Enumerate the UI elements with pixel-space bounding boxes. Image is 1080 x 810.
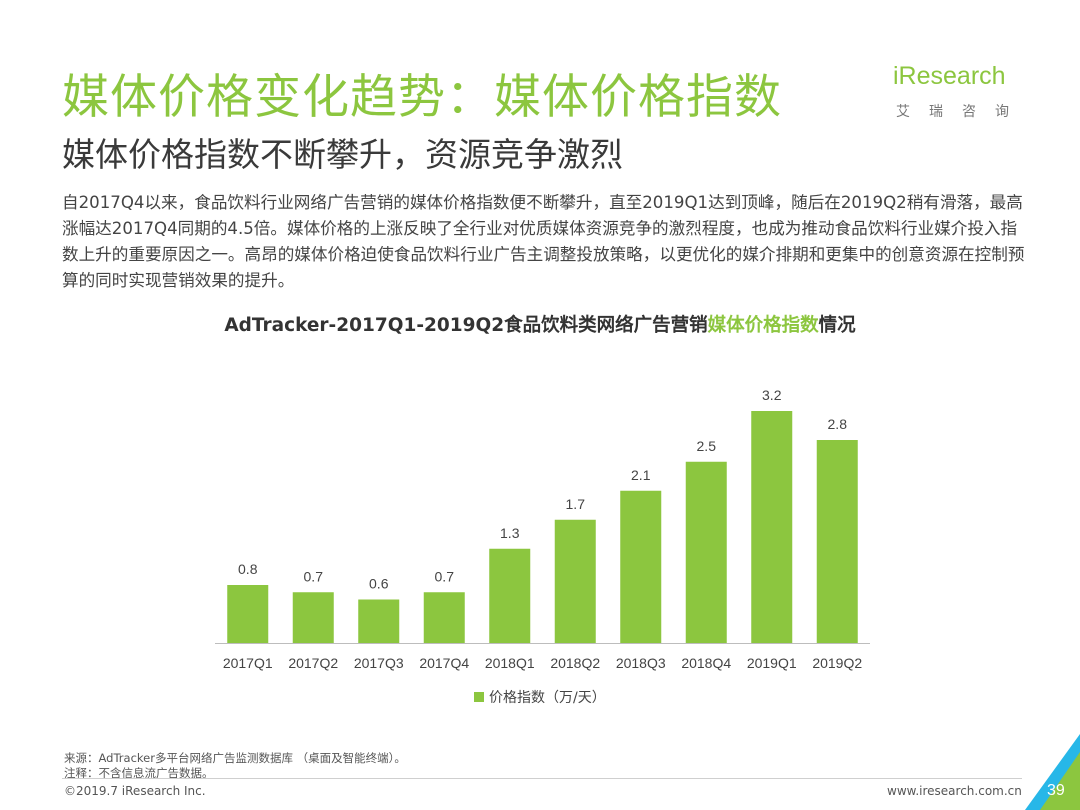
bar-2017Q3 [358, 599, 400, 643]
data-label: 2.5 [697, 438, 717, 454]
corner-green-triangle [1040, 752, 1080, 810]
bar-2018Q1 [489, 548, 531, 643]
chart-title-highlight: 媒体价格指数 [707, 315, 819, 336]
footer-divider [62, 778, 1022, 779]
data-label: 1.7 [566, 496, 586, 512]
x-tick-label: 2019Q1 [747, 655, 797, 671]
x-tick-label: 2017Q3 [354, 655, 404, 671]
bar-2018Q3 [620, 490, 662, 643]
legend-label: 价格指数（万/天） [489, 690, 606, 706]
data-label: 0.7 [304, 568, 324, 584]
chart-title-suffix: 情况 [818, 315, 856, 336]
bar-2017Q1 [227, 585, 269, 643]
chart-title: AdTracker-2017Q1-2019Q2食品饮料类网络广告营销媒体价格指数… [0, 311, 1080, 337]
x-tick-label: 2018Q1 [485, 655, 535, 671]
x-tick-label: 2019Q2 [812, 655, 862, 671]
data-label: 2.8 [828, 416, 848, 432]
x-tick-label: 2017Q1 [223, 655, 273, 671]
bar-2017Q2 [292, 592, 334, 643]
bar-2018Q2 [554, 519, 596, 643]
data-label: 0.7 [435, 568, 455, 584]
data-label: 3.2 [762, 387, 782, 403]
bar-2019Q1 [751, 411, 793, 643]
data-label: 2.1 [631, 467, 651, 483]
legend-swatch [474, 692, 484, 702]
logo-subtitle: 艾瑞咨询 [896, 104, 1028, 120]
x-tick-label: 2018Q4 [681, 655, 731, 671]
x-tick-label: 2017Q4 [419, 655, 469, 671]
logo-wordmark: iResearch [893, 62, 1006, 90]
bar-2018Q4 [685, 461, 727, 643]
page-subtitle: 媒体价格指数不断攀升，资源竞争激烈 [62, 135, 623, 174]
summary-paragraph: 自2017Q4以来，食品饮料行业网络广告营销的媒体价格指数便不断攀升，直至201… [62, 193, 1025, 290]
source-note: 来源：AdTracker多平台网络广告监测数据库 （桌面及智能终端）。 [64, 751, 406, 765]
x-tick-label: 2017Q2 [288, 655, 338, 671]
iresearch-logo: iResearch 艾瑞咨询 [893, 60, 1043, 130]
website-url: www.iresearch.com.cn [887, 784, 1022, 798]
copyright-text: ©2019.7 iResearch Inc. [64, 784, 206, 798]
x-tick-label: 2018Q2 [550, 655, 600, 671]
bar-2019Q2 [816, 440, 858, 643]
annotation-note: 注释：不含信息流广告数据。 [64, 766, 214, 780]
data-label: 0.6 [369, 576, 389, 592]
data-label: 0.8 [238, 561, 258, 577]
page-number: 39 [1047, 782, 1065, 799]
x-tick-label: 2018Q3 [616, 655, 666, 671]
bar-2017Q4 [423, 592, 465, 643]
page-title: 媒体价格变化趋势：媒体价格指数 [62, 70, 782, 125]
data-label: 1.3 [500, 525, 520, 541]
chart-title-prefix: AdTracker-2017Q1-2019Q2食品饮料类网络广告营销 [224, 315, 708, 336]
